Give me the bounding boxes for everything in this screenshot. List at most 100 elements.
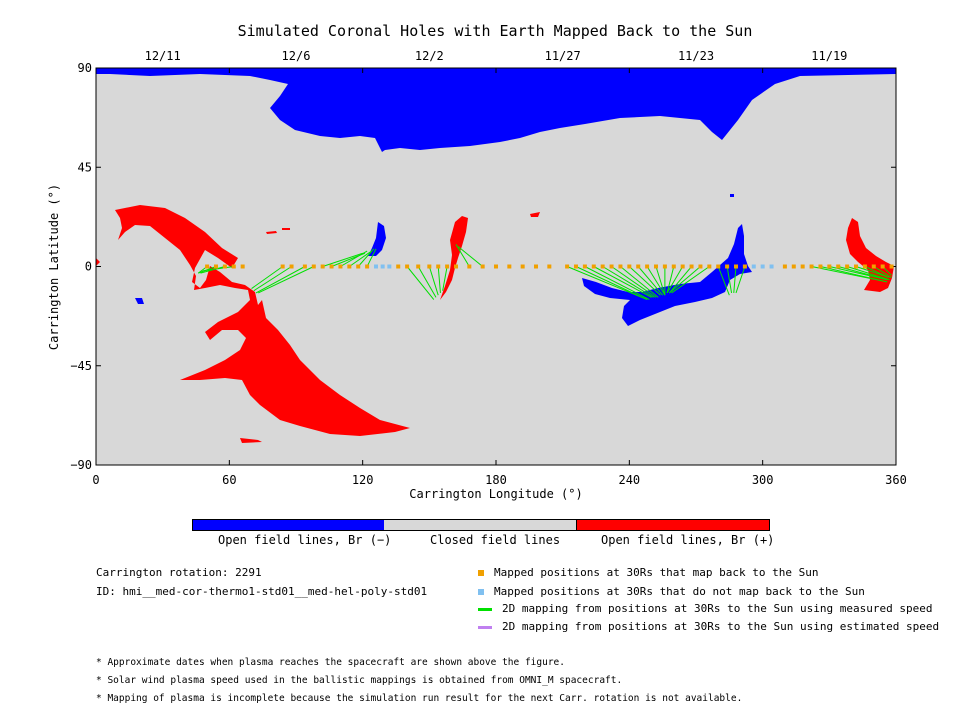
mapped-point <box>854 264 858 269</box>
unmapped-point <box>374 264 378 269</box>
legend-mapped-label: Mapped positions at 30Rs that map back t… <box>494 566 819 579</box>
mapped-point <box>347 264 352 269</box>
mapping-line <box>666 266 675 294</box>
mapped-point <box>467 264 472 269</box>
mapped-point <box>707 264 712 269</box>
mapped-point <box>880 264 885 269</box>
mapping-line <box>873 266 892 278</box>
mapping-line <box>726 266 733 294</box>
mapping-line <box>202 266 234 272</box>
legend-unmapped: Mapped positions at 30Rs that do not map… <box>478 585 865 598</box>
mapped-point <box>591 264 596 269</box>
mapping-line <box>322 252 363 267</box>
x-axis-label: Carrington Longitude (°) <box>409 487 582 501</box>
y-tick-label: 0 <box>85 260 92 274</box>
mapping-line <box>820 266 888 283</box>
mapping-line <box>669 266 701 294</box>
x-tick-label: 180 <box>485 473 507 487</box>
blue-speck-west <box>135 298 144 304</box>
mapping-line <box>566 266 648 301</box>
mapped-point <box>520 264 525 269</box>
mapping-line <box>864 266 890 278</box>
mapping-line <box>838 266 888 281</box>
mapping-line <box>251 266 283 289</box>
mapped-point <box>654 264 658 269</box>
mapping-line <box>457 246 483 267</box>
mapping-line <box>733 266 737 294</box>
unmapped-point <box>751 264 756 269</box>
mapped-point <box>565 264 570 269</box>
unmapped-point <box>760 264 765 269</box>
mapping-line <box>671 266 710 294</box>
mapped-point <box>222 264 227 269</box>
colorbar-positive <box>576 519 770 531</box>
north-polar-hole <box>96 68 896 152</box>
mapped-point <box>845 264 850 269</box>
red-speck-3 <box>266 231 277 234</box>
mapped-point <box>338 264 343 269</box>
mapped-point <box>827 264 832 269</box>
note-speed: * Solar wind plasma speed used in the ba… <box>96 675 623 686</box>
mapped-point <box>329 264 334 269</box>
mapping-line <box>349 250 372 267</box>
mapped-point <box>436 264 441 269</box>
mapped-point <box>454 264 458 269</box>
mapping-line <box>253 266 292 292</box>
date-tick-label: 11/23 <box>678 49 714 63</box>
mapping-line <box>846 266 890 281</box>
mapping-line <box>455 244 470 267</box>
mapped-point <box>645 264 650 269</box>
colorbar-label-positive: Open field lines, Br (+) <box>601 533 775 547</box>
mapped-point <box>800 264 805 269</box>
mapped-point <box>240 264 245 269</box>
unmapped-point <box>769 264 774 269</box>
mapped-point <box>627 264 632 269</box>
red-speck-2 <box>240 438 262 443</box>
mapped-point <box>494 264 498 269</box>
red-speck-5 <box>530 212 540 217</box>
y-tick-label: −90 <box>70 458 92 472</box>
mapping-line <box>437 266 441 294</box>
mapped-point <box>698 264 703 269</box>
mapped-point <box>214 264 218 269</box>
mapped-point <box>782 264 787 269</box>
mapped-point <box>836 264 841 269</box>
unmapped-marker-icon <box>478 589 484 595</box>
legend-measured-label: 2D mapping from positions at 30Rs to the… <box>502 602 933 615</box>
y-tick-label: 45 <box>78 160 92 174</box>
x-tick-label: 300 <box>752 473 774 487</box>
date-tick-label: 12/2 <box>415 49 444 63</box>
mapped-point <box>871 264 876 269</box>
mapping-line <box>620 266 659 298</box>
legend-estimated: 2D mapping from positions at 30Rs to the… <box>478 620 939 633</box>
mapped-point <box>547 264 552 269</box>
mapping-line <box>584 266 650 301</box>
red-speck-4 <box>282 228 290 230</box>
mapped-point <box>889 264 894 269</box>
mapping-line <box>735 266 746 294</box>
colorbar-closed <box>384 519 576 531</box>
mapped-point <box>725 264 730 269</box>
mapped-point <box>205 264 210 269</box>
legend-mapped: Mapped positions at 30Rs that map back t… <box>478 566 819 579</box>
page-title: Simulated Coronal Holes with Earth Mappe… <box>237 22 753 40</box>
legend-estimated-label: 2D mapping from positions at 30Rs to the… <box>502 620 940 633</box>
south-negative-hole <box>582 224 752 326</box>
mapped-point <box>809 264 814 269</box>
y-tick-label: −45 <box>70 359 92 373</box>
mapped-point <box>680 264 685 269</box>
mapping-line <box>637 266 664 296</box>
mapping-line <box>258 266 314 294</box>
mapped-marker-icon <box>478 570 484 576</box>
x-tick-label: 0 <box>92 473 99 487</box>
mapping-line <box>417 266 437 298</box>
mapping-line <box>340 250 368 267</box>
mapping-line <box>668 266 692 294</box>
mapped-point <box>356 264 361 269</box>
mapped-point <box>405 264 410 269</box>
y-tick-label: 90 <box>78 61 92 75</box>
south-positive-hole-west <box>115 205 410 436</box>
measured-line-icon <box>478 607 492 611</box>
mapped-point <box>280 264 285 269</box>
mapped-point <box>791 264 796 269</box>
